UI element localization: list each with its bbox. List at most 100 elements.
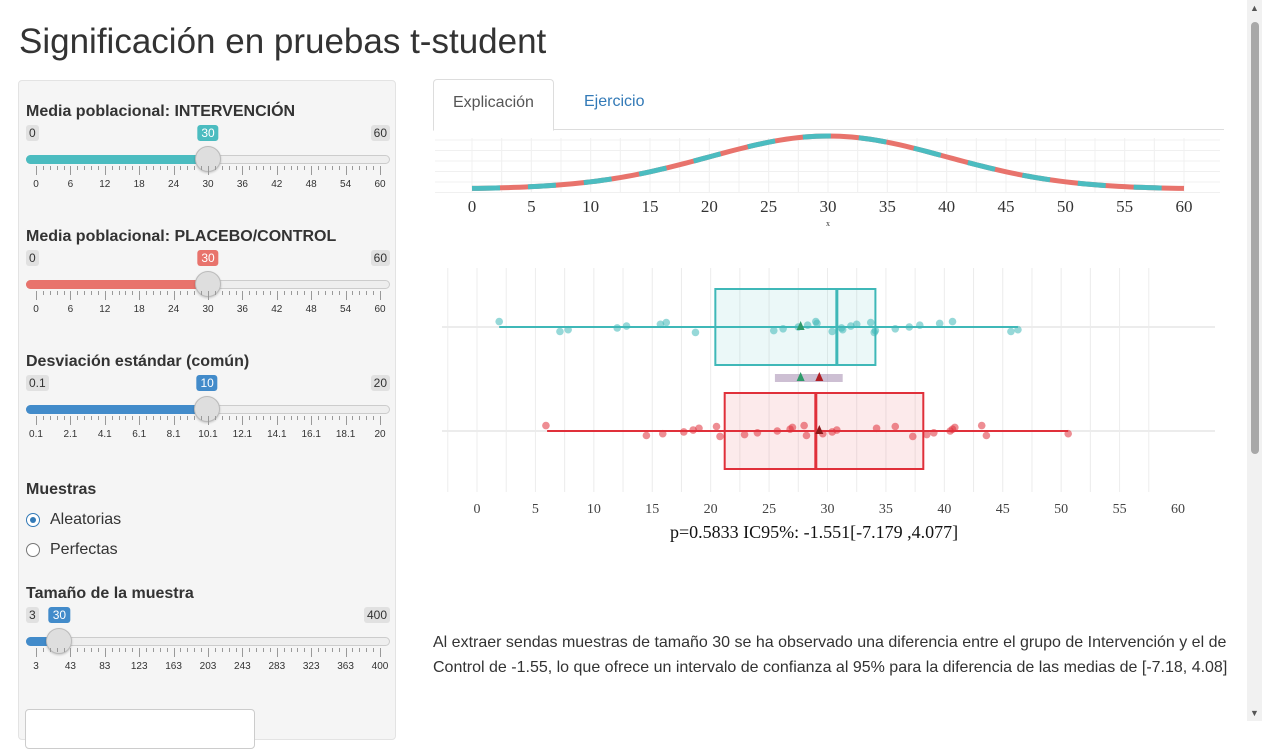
slider-tick-label: 6.1 — [132, 429, 147, 440]
data-point — [915, 321, 924, 329]
scrollbar-thumb[interactable] — [1251, 22, 1259, 454]
slider-tick — [139, 166, 141, 175]
slider-tick — [338, 166, 340, 170]
tab-ejercicio[interactable]: Ejercicio — [584, 93, 645, 110]
slider-min: 3 — [26, 607, 39, 623]
data-point — [923, 430, 931, 439]
slider-tick — [111, 648, 113, 652]
slider-tick — [208, 291, 209, 300]
slider-tick-label: 14.1 — [267, 429, 287, 440]
slider-handle[interactable] — [46, 628, 73, 654]
slider-tick — [235, 416, 237, 420]
slider-control: Media poblacional: PLACEBO/CONTROL 0 60 … — [26, 228, 390, 315]
slider-tick-label: 60 — [374, 304, 386, 315]
slider-tick-label: 18 — [133, 304, 145, 315]
slider-tick — [111, 291, 113, 295]
slider-tick — [187, 416, 189, 420]
slider-tick — [283, 291, 285, 295]
data-point — [948, 317, 957, 326]
slider-tick — [146, 291, 148, 295]
data-point — [833, 426, 841, 434]
data-point — [712, 422, 721, 431]
x-tick-label: 5 — [532, 502, 539, 517]
scroll-down-icon[interactable]: ▼ — [1250, 708, 1259, 718]
data-point — [951, 423, 959, 432]
slider-tick — [63, 416, 65, 420]
slider-tick — [152, 416, 154, 420]
slider-tick-label: 283 — [268, 661, 286, 672]
slider-label: Media poblacional: INTERVENCIÓN — [26, 103, 296, 120]
x-tick-label: 20 — [704, 502, 718, 517]
slider-tick — [276, 648, 278, 657]
slider-tick-label: 42 — [271, 304, 283, 315]
slider-tick — [180, 648, 182, 652]
radio-perfectas[interactable]: Perfectas — [26, 541, 390, 559]
radio-dot[interactable] — [26, 513, 40, 527]
x-tick-label: 55 — [1113, 502, 1127, 517]
slider-tick — [56, 291, 58, 295]
slider-tick — [373, 648, 375, 652]
slider-tick — [221, 648, 223, 652]
slider-tick — [173, 416, 175, 425]
slider-tick-label: 4.1 — [97, 429, 112, 440]
slider-tick-label: 2.1 — [63, 429, 78, 440]
slider-tick — [125, 648, 127, 652]
scrollbar[interactable]: ▲ ▼ — [1247, 0, 1262, 721]
slider-tick — [269, 416, 271, 420]
slider-tick — [249, 416, 251, 420]
slider-tick — [380, 166, 381, 175]
slider-tick — [338, 416, 340, 420]
slider-track[interactable] — [26, 637, 390, 646]
x-tick-label: 40 — [938, 197, 955, 216]
slider-tick — [249, 166, 251, 170]
slider-tick — [297, 291, 299, 295]
slider-tick — [256, 291, 258, 295]
slider-tick — [338, 291, 340, 295]
data-point — [852, 320, 861, 329]
slider-tick — [214, 291, 216, 295]
slider-tick — [173, 291, 175, 300]
slider[interactable]: 0 60 30 0 6 12 18 24 30 36 42 48 54 60 — [26, 224, 390, 315]
data-point — [753, 429, 762, 437]
radio-aleatorias[interactable]: Aleatorias — [26, 511, 390, 529]
slider-max: 60 — [370, 125, 390, 141]
data-point — [872, 424, 881, 433]
slider-tick — [290, 648, 292, 652]
slider-tick — [70, 648, 72, 657]
slider-tick — [331, 416, 333, 420]
slider-tick — [380, 291, 381, 300]
slider-tick — [97, 166, 99, 170]
mean-triangle-icon — [796, 321, 805, 330]
slider-tick — [366, 291, 368, 295]
slider-tick — [49, 648, 51, 652]
p-value-caption: p=0.5833 IC95%: -1.551[-7.179 ,4.077] — [670, 522, 958, 542]
slider-tick — [173, 648, 175, 657]
slider-tick — [56, 416, 58, 420]
slider-tick — [269, 648, 271, 652]
slider[interactable]: 0 60 30 0 6 12 18 24 30 36 42 48 54 60 — [26, 99, 390, 190]
data-point — [658, 429, 667, 438]
slider-tick — [269, 166, 271, 170]
slider-tick — [104, 166, 106, 175]
slider[interactable]: 0.1 20 10 0.1 2.1 4.1 6.1 8.1 10.1 12.1 14.1 16.… — [26, 349, 390, 440]
slider-tick-label: 18.1 — [335, 429, 356, 440]
scroll-up-icon[interactable]: ▲ — [1250, 3, 1259, 13]
action-button[interactable] — [25, 709, 255, 749]
slider-tick — [338, 648, 340, 652]
tab-explicacion[interactable]: Explicación — [433, 79, 554, 131]
slider-tick — [173, 166, 175, 175]
radio-dot[interactable] — [26, 543, 40, 557]
slider-tick — [84, 416, 86, 420]
slider-tick — [290, 416, 292, 420]
slider[interactable]: 3 400 30 3 43 83 123 163 203 243 283 323 363 400 — [26, 581, 390, 672]
slider-tick — [36, 416, 37, 425]
slider-control: Media poblacional: INTERVENCIÓN 0 60 30 … — [26, 103, 390, 190]
slider-tick — [359, 291, 361, 295]
slider-tick — [146, 166, 148, 170]
data-point — [1007, 327, 1015, 336]
slider-tick — [42, 166, 44, 170]
slider-tick — [194, 648, 196, 652]
slider-tick — [283, 416, 285, 420]
slider-tick — [352, 648, 354, 652]
data-point — [800, 421, 808, 430]
